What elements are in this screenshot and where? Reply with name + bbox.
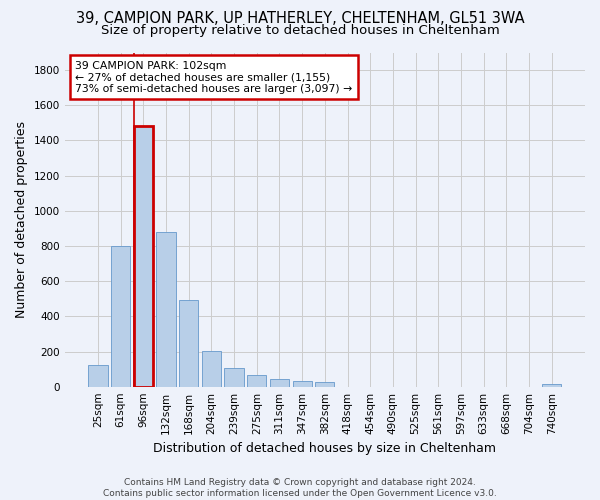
Bar [88,364,107,386]
Text: Size of property relative to detached houses in Cheltenham: Size of property relative to detached ho… [101,24,499,37]
Bar [157,232,176,386]
Bar [542,384,562,386]
Text: Contains HM Land Registry data © Crown copyright and database right 2024.
Contai: Contains HM Land Registry data © Crown c… [103,478,497,498]
X-axis label: Distribution of detached houses by size in Cheltenham: Distribution of detached houses by size … [154,442,496,455]
Bar [293,380,312,386]
Y-axis label: Number of detached properties: Number of detached properties [15,121,28,318]
Text: 39 CAMPION PARK: 102sqm
← 27% of detached houses are smaller (1,155)
73% of semi: 39 CAMPION PARK: 102sqm ← 27% of detache… [75,61,352,94]
Bar [315,382,334,386]
Bar [270,380,289,386]
Bar [224,368,244,386]
Bar [111,246,130,386]
Bar [179,300,199,386]
Bar [134,126,153,386]
Text: 39, CAMPION PARK, UP HATHERLEY, CHELTENHAM, GL51 3WA: 39, CAMPION PARK, UP HATHERLEY, CHELTENH… [76,11,524,26]
Bar [247,375,266,386]
Bar [202,350,221,386]
